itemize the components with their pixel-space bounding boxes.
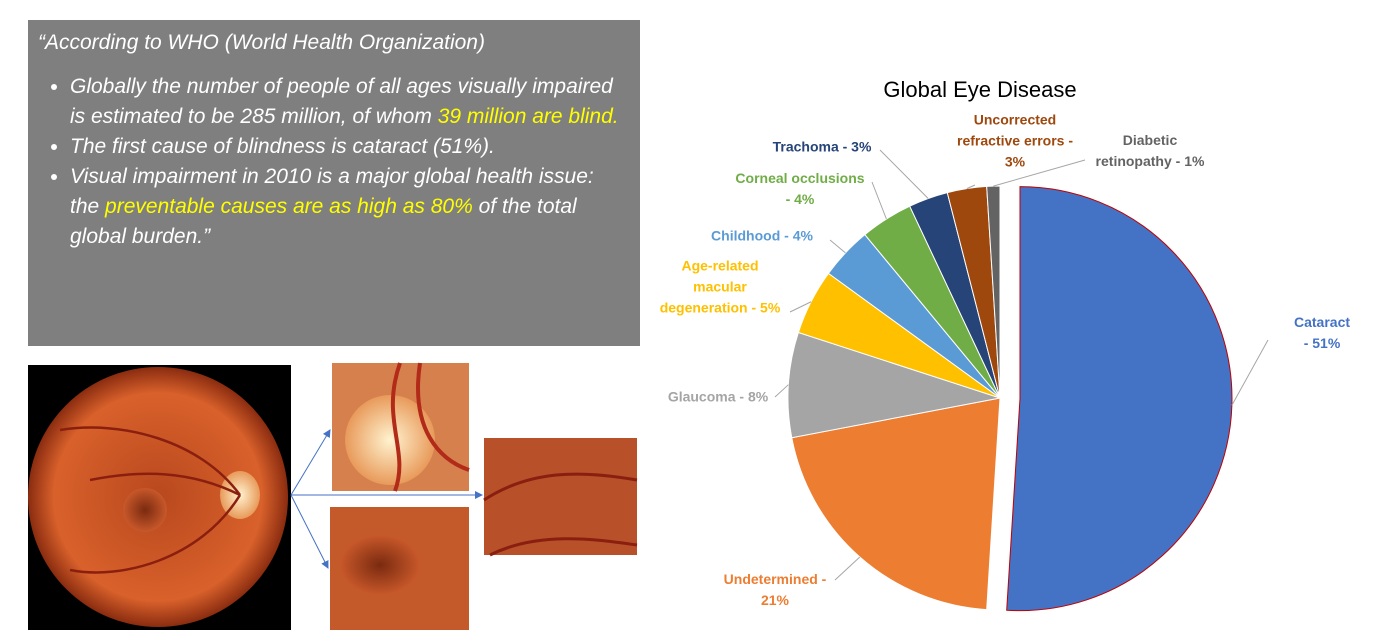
leader-line — [871, 181, 887, 220]
bullet: The first cause of blindness is cataract… — [70, 132, 626, 162]
leader-line — [1231, 339, 1269, 406]
data-label: Corneal occlusions - 4% — [735, 170, 865, 207]
data-label: Diabetic retinopathy - 1% — [1095, 132, 1205, 169]
bullet: Globally the number of people of all age… — [70, 72, 626, 132]
leader-line — [834, 556, 861, 581]
bullet-text: Globally the number of people of all age… — [70, 75, 613, 128]
pie-slice — [787, 331, 1001, 439]
leader-line — [789, 301, 812, 313]
leader-line — [774, 384, 789, 398]
bullet-text: The first cause of blindness is cataract… — [70, 135, 495, 158]
data-label: Cataract - 51% — [1293, 314, 1351, 351]
bullet-list: Globally the number of people of all age… — [38, 72, 626, 252]
data-label: Age-related macular degeneration - 5% — [659, 257, 781, 316]
data-label: Glaucoma - 8% — [667, 388, 769, 405]
chart-title: Global Eye Disease — [883, 77, 1077, 102]
leader-line — [829, 239, 846, 254]
pie-slice — [1006, 186, 1233, 612]
pie-slice — [986, 185, 1001, 399]
data-label: Trachoma - 3% — [772, 138, 872, 155]
leader-line — [879, 149, 929, 199]
data-label: Childhood - 4% — [711, 227, 813, 244]
data-label: Undetermined - 21% — [723, 571, 827, 608]
fundus-images — [28, 362, 638, 630]
bullet-text: preventable causes are as high as 80% — [105, 195, 473, 218]
bullet-text: Visual impairment in 2010 is a major glo… — [70, 165, 594, 218]
bullet-text: of the total global burden.” — [70, 195, 577, 248]
bullet-text: 39 million are blind. — [437, 105, 619, 128]
data-label: Uncorrected refractive errors - 3% — [957, 111, 1073, 170]
intro: “According to WHO (World Health Organiza… — [38, 31, 485, 54]
bullet: Visual impairment in 2010 is a major glo… — [70, 162, 626, 252]
leader-line — [993, 159, 1086, 187]
text-box: “According to WHO (World Health Organiza… — [28, 20, 640, 346]
leader-line — [966, 184, 976, 190]
